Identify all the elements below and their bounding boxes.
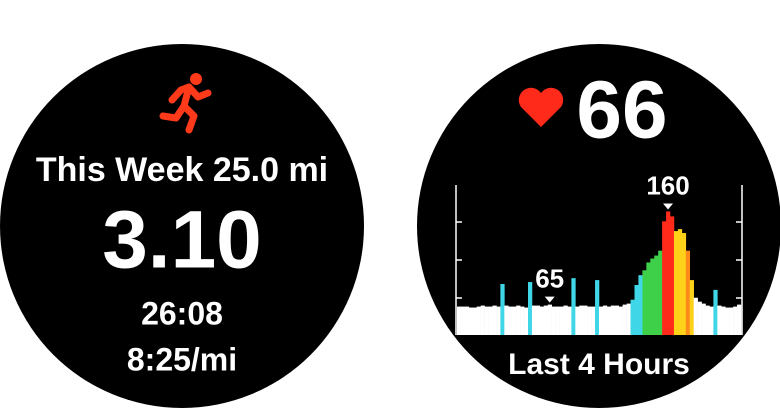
bar <box>737 304 742 335</box>
bar <box>516 305 521 335</box>
bar <box>729 307 734 335</box>
bar <box>504 305 509 335</box>
bar <box>575 306 580 335</box>
bar <box>599 306 604 335</box>
bar <box>650 258 655 335</box>
bar <box>539 306 545 335</box>
bar <box>705 305 710 335</box>
bar <box>670 216 675 335</box>
bar <box>492 305 497 335</box>
bar <box>733 306 738 335</box>
bar <box>717 305 722 335</box>
peak-marker <box>663 203 674 210</box>
run-icon <box>159 73 212 134</box>
bar <box>634 285 639 335</box>
bar <box>606 306 612 335</box>
bar <box>567 306 572 335</box>
bar <box>512 306 517 335</box>
bar <box>713 289 718 335</box>
bar <box>535 305 541 335</box>
bar <box>642 270 647 335</box>
duration: 26:08 <box>141 295 223 331</box>
bar <box>583 305 588 335</box>
bar <box>591 306 596 335</box>
bar <box>476 306 481 335</box>
bar <box>725 307 730 335</box>
bar <box>638 275 643 335</box>
bar <box>457 306 462 335</box>
heart-rate-bars <box>457 211 742 335</box>
bar <box>587 306 592 335</box>
bar <box>480 305 485 335</box>
bar <box>701 303 706 335</box>
bar <box>662 221 667 335</box>
bar <box>460 306 466 335</box>
bar <box>685 250 691 335</box>
bar <box>563 305 568 335</box>
bar <box>721 306 726 335</box>
bar <box>559 306 564 335</box>
bar <box>673 231 679 335</box>
bar <box>524 307 529 335</box>
bar <box>693 297 698 335</box>
bar <box>528 282 533 335</box>
bar <box>626 303 631 335</box>
bar <box>681 233 687 335</box>
bar <box>500 284 505 335</box>
latest-marker <box>544 296 555 303</box>
bar <box>547 304 552 335</box>
bar <box>468 307 474 335</box>
heart-rate: 66 <box>576 65 667 156</box>
watch-face-left <box>0 44 364 408</box>
bar <box>666 211 671 335</box>
bar <box>610 305 616 335</box>
bar <box>531 305 537 335</box>
period-label: Last 4 Hours <box>508 348 690 381</box>
bar <box>697 301 702 335</box>
bar <box>658 250 663 335</box>
week-distance: This Week 25.0 mi <box>36 151 328 189</box>
bar <box>709 306 714 335</box>
distance: 3.10 <box>102 195 262 286</box>
bar <box>579 305 584 335</box>
bar <box>622 304 627 335</box>
bar <box>571 278 576 335</box>
bar <box>543 305 549 335</box>
bar <box>551 306 556 335</box>
bar <box>488 306 493 335</box>
bar <box>484 306 489 335</box>
peak-label: 160 <box>646 170 689 200</box>
heart-icon <box>518 87 564 127</box>
bar <box>595 280 600 335</box>
bar <box>496 306 501 335</box>
bar <box>614 305 620 335</box>
pace: 8:25/mi <box>127 341 237 377</box>
bar <box>520 306 525 335</box>
bar <box>472 307 478 335</box>
bar <box>602 305 608 335</box>
chart-frame <box>455 185 743 335</box>
bar <box>630 299 635 335</box>
bar <box>677 229 683 335</box>
bar <box>646 262 651 335</box>
bar <box>654 255 659 335</box>
bar <box>464 306 470 335</box>
bar <box>618 306 623 335</box>
latest-label: 65 <box>535 263 564 293</box>
bar <box>689 280 694 335</box>
bar <box>555 306 560 335</box>
bar <box>508 306 513 335</box>
